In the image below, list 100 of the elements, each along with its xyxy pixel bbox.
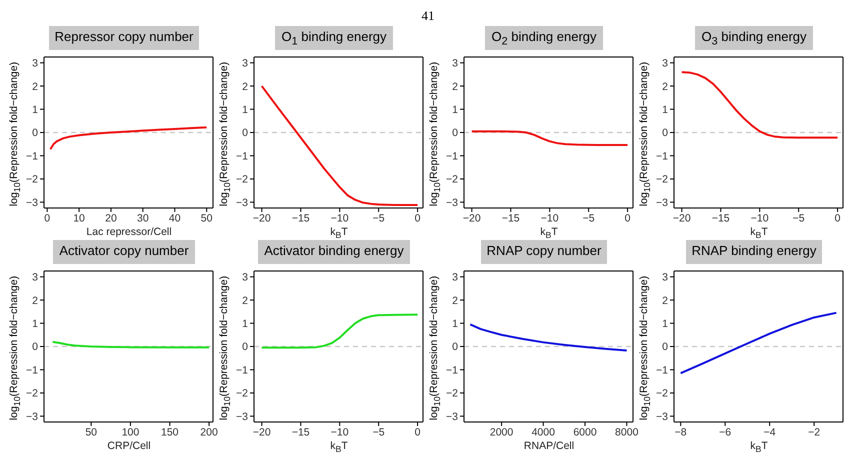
y-tick-label: 2 [452, 294, 458, 307]
x-tick-label: −6 [719, 426, 732, 438]
x-tick-label: −15 [712, 212, 730, 224]
y-tick-label: 3 [662, 272, 668, 284]
x-tick-label: −5 [372, 212, 385, 224]
y-tick-label: 0 [452, 127, 458, 140]
x-tick-label: −20 [252, 212, 271, 224]
y-tick-label: −2 [446, 388, 458, 400]
y-tick-label: 2 [452, 80, 458, 93]
y-tick-label: −3 [26, 410, 38, 423]
x-tick-label: 30 [137, 212, 149, 224]
y-tick-label: 1 [452, 104, 458, 116]
chart-title: RNAP binding energy [686, 240, 822, 264]
x-tick-label: 10 [73, 212, 86, 224]
y-tick-label: 2 [242, 294, 248, 307]
x-tick-label: 40 [168, 212, 181, 224]
text: 41 [422, 8, 434, 23]
y-tick-label: −2 [656, 388, 668, 400]
chart-title: O$_{2}$ binding energy [485, 26, 603, 50]
y-tick-label: 1 [662, 104, 668, 116]
y-tick-label: −1 [236, 150, 248, 162]
x-axis-title: Lac repressor/Cell [85, 226, 173, 238]
x-tick-label: 0 [624, 212, 631, 224]
x-tick-label: 200 [200, 426, 218, 438]
y-tick-label: 2 [32, 294, 38, 307]
x-axis-title: CRP/Cell [106, 440, 152, 452]
y-tick-label: 0 [662, 341, 668, 354]
x-tick-label: 0 [414, 212, 421, 224]
y-tick-label: 0 [242, 127, 248, 140]
chart-title: O$_{1}$ binding energy [275, 26, 393, 50]
y-tick-label: −2 [236, 388, 248, 400]
y-tick-label: −2 [26, 388, 38, 400]
y-tick-label: 2 [32, 80, 38, 93]
x-tick-label: 0 [44, 212, 50, 224]
y-tick-label: −3 [236, 196, 248, 209]
x-tick-label: 4000 [532, 426, 556, 438]
x-axis-title: RNAP/Cell [522, 440, 576, 452]
x-tick-label: 20 [105, 212, 117, 224]
y-tick-label: 3 [242, 272, 248, 284]
y-tick-label: 2 [662, 80, 668, 93]
y-tick-label: −1 [236, 364, 248, 376]
y-tick-label: 3 [242, 58, 248, 70]
x-tick-label: −15 [292, 426, 310, 438]
x-tick-label: 150 [161, 426, 179, 438]
y-tick-label: −3 [656, 196, 668, 209]
y-tick-label: 3 [452, 58, 458, 70]
x-tick-label: −15 [292, 212, 310, 224]
y-tick-label: 0 [452, 341, 458, 354]
x-tick-label: −4 [764, 426, 776, 438]
y-tick-label: −3 [446, 196, 458, 209]
y-tick-label: 3 [662, 58, 668, 70]
y-tick-label: 1 [32, 318, 38, 330]
y-tick-label: −3 [446, 410, 458, 423]
x-tick-label: 0 [414, 426, 421, 438]
y-tick-label: −1 [656, 364, 668, 376]
x-tick-label: −20 [462, 212, 481, 224]
y-tick-label: −3 [236, 410, 248, 423]
y-tick-label: −2 [656, 174, 668, 186]
y-tick-label: 2 [662, 294, 668, 307]
y-tick-label: −1 [26, 150, 38, 162]
x-axis-title: k$_{B}$T [539, 226, 559, 240]
y-tick-label: 3 [32, 58, 38, 70]
x-tick-label: −20 [252, 426, 271, 438]
y-tick-label: 3 [452, 272, 458, 284]
x-axis-title: k$_{B}$T [329, 226, 349, 240]
chart-title: Repressor copy number [48, 26, 200, 50]
x-tick-label: −5 [792, 212, 805, 224]
y-tick-label: 0 [32, 341, 38, 354]
x-tick-label: −10 [750, 212, 769, 224]
chart-title: Activator binding energy [258, 240, 410, 264]
y-tick-label: 0 [242, 341, 248, 354]
y-tick-label: 3 [32, 272, 38, 284]
y-tick-label: 1 [242, 104, 248, 116]
y-tick-label: −1 [26, 364, 38, 376]
x-tick-label: 6000 [573, 426, 597, 438]
y-tick-label: 1 [242, 318, 248, 330]
x-axis-title: k$_{B}$T [749, 440, 769, 454]
x-axis-title: k$_{B}$T [329, 440, 349, 454]
x-tick-label: 50 [85, 426, 98, 438]
x-tick-label: −8 [674, 426, 687, 438]
x-tick-label: −5 [582, 212, 595, 224]
x-tick-label: 100 [122, 426, 140, 438]
y-tick-label: −1 [446, 150, 458, 162]
x-tick-label: −20 [672, 212, 691, 224]
chart-title: O$_{3}$ binding energy [695, 26, 813, 50]
x-tick-label: 2000 [490, 426, 514, 438]
chart-title: RNAP copy number [480, 240, 608, 264]
x-axis-title: k$_{B}$T [749, 226, 769, 240]
y-tick-label: 1 [452, 318, 458, 330]
y-tick-label: 0 [32, 127, 38, 140]
x-tick-label: 50 [200, 212, 213, 224]
y-tick-label: −1 [656, 150, 668, 162]
x-tick-label: −10 [540, 212, 559, 224]
y-tick-label: 1 [662, 318, 668, 330]
y-tick-label: −3 [656, 410, 668, 423]
y-tick-label: 2 [242, 80, 248, 93]
y-tick-label: −2 [236, 174, 248, 186]
x-tick-label: −5 [372, 426, 385, 438]
y-tick-label: −2 [26, 174, 38, 186]
y-tick-label: −1 [446, 364, 458, 376]
